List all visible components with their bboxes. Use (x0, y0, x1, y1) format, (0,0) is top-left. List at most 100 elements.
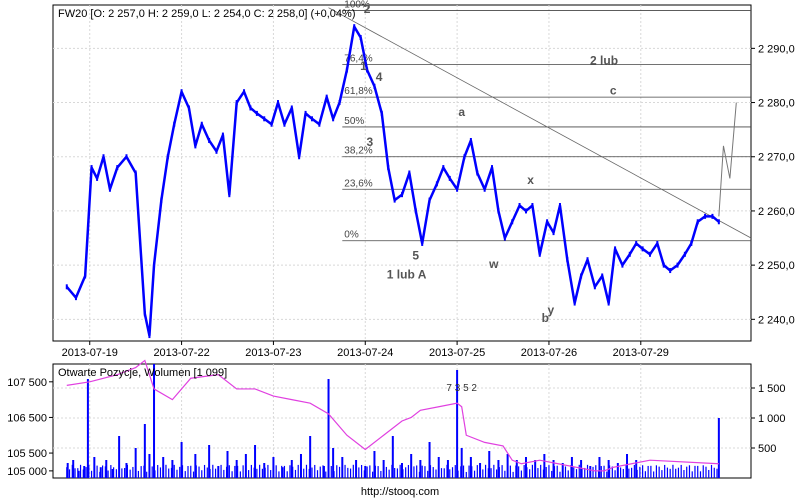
volume-bar-small (683, 470, 685, 478)
volume-bar-small (217, 467, 219, 478)
volume-bar-small (388, 469, 390, 478)
volume-bars (66, 364, 720, 478)
price-x-tick-label: 2013-07-23 (245, 347, 301, 359)
volume-right-axis: 500 1 000 1 500 (751, 383, 786, 455)
volume-bar-small (402, 469, 404, 478)
volume-bar (635, 460, 638, 478)
volume-bar (86, 379, 89, 478)
volume-bar-small (341, 469, 343, 478)
volume-bar (244, 454, 247, 478)
volume-bar-small (129, 469, 131, 478)
volume-bar-small (551, 470, 553, 478)
fib-label: 23,6% (344, 178, 372, 189)
volume-bar (208, 445, 211, 478)
volume-bar-small (570, 464, 572, 478)
price-x-tick-label: 2013-07-19 (62, 347, 118, 359)
volume-bar-small (476, 465, 478, 478)
volume-bar-small (501, 465, 503, 478)
volume-bar-small (121, 468, 123, 478)
volume-bar-small (157, 464, 159, 478)
volume-bar (322, 466, 325, 478)
volume-bar-small (691, 471, 693, 478)
volume-left-tick-label: 106 500 (7, 412, 47, 424)
volume-bar (125, 463, 128, 478)
volume-bar-small (115, 469, 117, 478)
volume-bar-small (198, 466, 200, 478)
volume-bar-small (104, 466, 106, 478)
volume-bar-small (606, 471, 608, 478)
volume-bar-small (283, 465, 286, 478)
volume-bar-small (407, 465, 410, 478)
volume-bar-small (383, 465, 385, 478)
price-y-tick-label: 2 280,0 (758, 98, 795, 110)
volume-bar-small (647, 465, 649, 478)
volume-bar-small (292, 466, 294, 478)
volume-bar (83, 466, 86, 478)
volume-bar-small (270, 470, 272, 478)
volume-bar (66, 463, 69, 478)
volume-grid (53, 364, 751, 478)
volume-bar-small (595, 465, 597, 478)
volume-bar (162, 457, 165, 478)
volume-bar-small (504, 470, 506, 478)
wave-label: b (542, 311, 549, 325)
price-y-tick-label: 2 290,0 (758, 43, 795, 55)
volume-bar-small (559, 471, 561, 478)
volume-bar-small (363, 470, 365, 478)
fib-label: 76,4% (344, 54, 372, 65)
volume-bar-small (672, 464, 674, 478)
volume-bar-small (512, 471, 514, 478)
volume-bar-small (642, 465, 644, 478)
volume-bar-small (358, 467, 360, 478)
volume-bar (446, 460, 449, 478)
volume-bar-small (90, 470, 93, 478)
volume-bar-small (377, 466, 379, 478)
price-y-tick-label: 2 240,0 (758, 314, 795, 326)
volume-bar-small (586, 464, 589, 478)
volume-bar-small (162, 469, 164, 478)
volume-bar (153, 364, 156, 478)
volume-title: Otwarte Pozycje, Wolumen [1 099] (58, 367, 227, 379)
volume-bar (428, 442, 431, 478)
volume-bar-small (680, 464, 682, 478)
volume-bar-small (454, 465, 456, 478)
volume-bar-small (154, 470, 156, 478)
volume-bar-small (181, 465, 184, 478)
volume-bar-small (245, 466, 247, 478)
volume-bar-small (151, 466, 153, 478)
volume-bar-small (677, 467, 680, 478)
volume-bar (72, 460, 75, 478)
volume-bar (570, 457, 573, 478)
volume-bar-small (99, 471, 101, 478)
volume-bar-small (664, 464, 666, 478)
volume-bar-small (490, 468, 492, 478)
volume-bar-small (355, 469, 357, 478)
open-interest-line (66, 359, 719, 472)
volume-bar-small (281, 465, 283, 478)
footer-url[interactable]: http://stooq.com (361, 486, 439, 498)
volume-bar (460, 448, 463, 478)
volume-bar-small (107, 470, 109, 478)
volume-bar (552, 460, 555, 478)
volume-bar (391, 436, 394, 478)
volume-bar-small (440, 468, 443, 478)
volume-bar-small (636, 469, 638, 478)
volume-bar (309, 436, 312, 478)
volume-bar-small (526, 467, 528, 478)
volume-bar-small (289, 465, 291, 478)
price-x-tick-label: 2013-07-29 (613, 347, 669, 359)
volume-bar-small (369, 465, 371, 478)
volume-bar-small (548, 465, 550, 478)
volume-left-tick-label: 105 500 (7, 448, 47, 460)
volume-bar (332, 448, 335, 478)
volume-left-tick-label: 107 500 (7, 377, 47, 389)
volume-bar-small (644, 471, 646, 478)
volume-bar-small (460, 466, 462, 478)
volume-bar-small (405, 467, 407, 478)
volume-bar-small (286, 471, 288, 478)
volume-bar (235, 460, 238, 478)
volume-bar-small (495, 469, 498, 478)
volume-bar-small (192, 471, 195, 478)
price-y-tick-label: 2 260,0 (758, 206, 795, 218)
